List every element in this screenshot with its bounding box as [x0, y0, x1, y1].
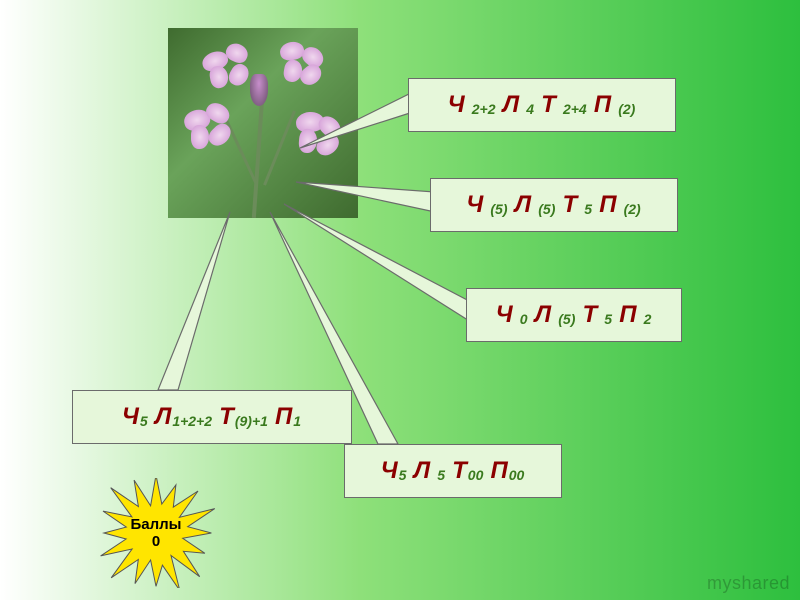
flower-stem [221, 111, 258, 185]
flower-petal [191, 125, 209, 149]
formula-text: Ч 2+2 Л 4 Т 2+4 П (2) [448, 93, 637, 117]
watermark: myshared [707, 573, 790, 594]
flower-photo [168, 28, 358, 218]
formula-text: Ч (5) Л (5) Т 5 П (2) [466, 193, 641, 217]
formula-text: Ч5 Л 5 Т00 П00 [381, 459, 526, 483]
flower-petal [279, 40, 306, 62]
flower-petal [208, 65, 230, 90]
flower-petal [298, 128, 318, 153]
flower-petal [226, 61, 253, 89]
formula-callout[interactable]: Ч 2+2 Л 4 Т 2+4 П (2) [408, 78, 676, 132]
formula-callout[interactable]: Ч5 Л 5 Т00 П00 [344, 444, 562, 498]
slide-stage: Ч 2+2 Л 4 Т 2+4 П (2) Ч (5) Л (5) Т 5 П (… [0, 0, 800, 600]
score-star: Баллы 0 [88, 478, 224, 588]
score-label: Баллы 0 [131, 516, 182, 551]
flower-bud [250, 74, 268, 106]
formula-callout[interactable]: Ч5 Л1+2+2 Т(9)+1 П1 [72, 390, 352, 444]
flower-stem [263, 110, 296, 185]
formula-callout[interactable]: Ч (5) Л (5) Т 5 П (2) [430, 178, 678, 232]
formula-text: Ч 0 Л (5) Т 5 П 2 [496, 303, 653, 327]
formula-text: Ч5 Л1+2+2 Т(9)+1 П1 [122, 405, 302, 429]
flower-stem [252, 98, 264, 218]
formula-callout[interactable]: Ч 0 Л (5) Т 5 П 2 [466, 288, 682, 342]
